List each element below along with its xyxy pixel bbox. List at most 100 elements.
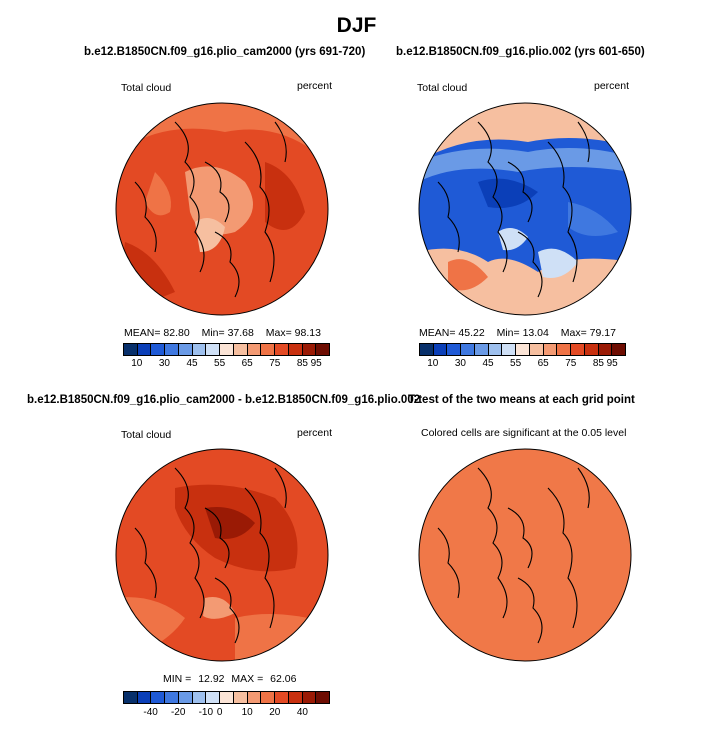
colorbar-tick-label: 30 (454, 358, 466, 369)
colorbar-swatch (612, 344, 626, 355)
colorbar-tick-label: 55 (214, 358, 226, 369)
colorbar-swatch (233, 344, 248, 355)
panel3-heading: b.e12.B1850CN.f09_g16.plio_cam2000 - b.e… (27, 394, 421, 406)
colorbar-swatch (447, 344, 462, 355)
colorbar-tick-label: 85 (592, 358, 604, 369)
colorbar-swatch (206, 344, 221, 355)
panel4-map (418, 448, 632, 662)
colorbar-tick-label: 45 (482, 358, 494, 369)
colorbar-swatch (557, 344, 572, 355)
panel3-map (115, 448, 329, 662)
panel2-stats: MEAN= 45.22 Min= 13.04 Max= 79.17 (419, 327, 616, 339)
colorbar-swatch (598, 344, 613, 355)
colorbar-swatch (420, 344, 434, 355)
colorbar-swatch (571, 344, 585, 355)
colorbar-swatch (165, 344, 179, 355)
colorbar-swatch (178, 344, 193, 355)
panel4-heading: T-test of the two means at each grid poi… (408, 394, 635, 406)
panel3-max-value: 62.06 (270, 673, 297, 685)
colorbar-tick-label: 65 (241, 358, 253, 369)
panel1-units-label: percent (297, 80, 333, 92)
panel2-mean-value: 45.22 (458, 327, 485, 339)
colorbar-swatch (502, 344, 517, 355)
panel2-colorbar-ticks: 10 30 45 55 65 75 85 95 (419, 358, 626, 372)
colorbar-swatch (137, 344, 152, 355)
panel1-variable-label: Total cloud (121, 82, 172, 94)
panel3-colorbar-ticks: -40 -20 -10 0 10 20 40 (123, 707, 330, 721)
panel2-min-value: 13.04 (522, 327, 549, 339)
colorbar-swatch (275, 344, 289, 355)
colorbar-swatch (288, 344, 303, 355)
panel4-subtitle: Colored cells are significant at the 0.0… (421, 427, 627, 439)
colorbar-tick-label: 45 (186, 358, 198, 369)
panel1-min-value: 37.68 (227, 327, 254, 339)
colorbar-tick-label: -20 (170, 707, 186, 718)
colorbar-swatch (165, 692, 179, 703)
colorbar-swatch (137, 692, 152, 703)
colorbar-swatch (261, 344, 276, 355)
panel2-map (418, 102, 632, 316)
colorbar-swatch (220, 344, 234, 355)
panel2-variable-label: Total cloud (417, 82, 468, 94)
colorbar-swatch (247, 692, 262, 703)
panel3-colorbar (123, 691, 330, 704)
colorbar-swatch (178, 692, 193, 703)
colorbar-tick-label: -10 (198, 707, 214, 718)
panel3-min-value: 12.92 (198, 673, 225, 685)
colorbar-tick-label: 0 (216, 707, 223, 718)
colorbar-tick-label: 75 (565, 358, 577, 369)
colorbar-swatch (433, 344, 448, 355)
panel1-colorbar-ticks: 10 30 45 55 65 75 85 95 (123, 358, 330, 372)
panel1-stats: MEAN= 82.80 Min= 37.68 Max= 98.13 (124, 327, 321, 339)
colorbar-tick-label: 30 (158, 358, 170, 369)
colorbar-swatch (302, 692, 317, 703)
colorbar-swatch (247, 344, 262, 355)
colorbar-swatch (461, 344, 475, 355)
colorbar-swatch (206, 692, 221, 703)
colorbar-tick-label: 40 (296, 707, 308, 718)
figure-title: DJF (336, 14, 377, 37)
colorbar-swatch (316, 692, 330, 703)
panel3-variable-label: Total cloud (121, 429, 172, 441)
colorbar-swatch (220, 692, 234, 703)
colorbar-swatch (474, 344, 489, 355)
colorbar-swatch (151, 692, 166, 703)
colorbar-tick-label: 20 (269, 707, 281, 718)
colorbar-tick-label: 10 (131, 358, 143, 369)
colorbar-tick-label: 10 (241, 707, 253, 718)
panel1-colorbar (123, 343, 330, 356)
panel2-max-value: 79.17 (589, 327, 616, 339)
colorbar-swatch (529, 344, 544, 355)
colorbar-swatch (233, 692, 248, 703)
colorbar-swatch (151, 344, 166, 355)
panel1-max-value: 98.13 (294, 327, 321, 339)
colorbar-tick-label: 10 (427, 358, 439, 369)
panel2-min-label: Min= (496, 327, 520, 339)
colorbar-swatch (543, 344, 558, 355)
panel3-min-label: MIN = (163, 673, 192, 685)
colorbar-tick-label: 95 (310, 358, 322, 369)
colorbar-swatch (316, 344, 330, 355)
colorbar-swatch (302, 344, 317, 355)
colorbar-swatch (124, 692, 138, 703)
panel2-units-label: percent (594, 80, 630, 92)
colorbar-swatch (124, 344, 138, 355)
panel1-map (115, 102, 329, 316)
panel1-min-label: Min= (201, 327, 225, 339)
colorbar-tick-label: 65 (537, 358, 549, 369)
colorbar-swatch (261, 692, 276, 703)
colorbar-swatch (516, 344, 530, 355)
colorbar-tick-label: 55 (510, 358, 522, 369)
panel1-max-label: Max= (265, 327, 292, 339)
colorbar-swatch (488, 344, 503, 355)
panel3-max-label: MAX = (231, 673, 264, 685)
colorbar-tick-label: 85 (296, 358, 308, 369)
colorbar-swatch (584, 344, 599, 355)
panel1-heading: b.e12.B1850CN.f09_g16.plio_cam2000 (yrs … (84, 46, 366, 58)
panel3-stats: MIN = 12.92 MAX = 62.06 (163, 673, 296, 685)
colorbar-swatch (288, 692, 303, 703)
colorbar-swatch (192, 344, 207, 355)
panel2-mean-label: MEAN= (419, 327, 456, 339)
panel2-heading: b.e12.B1850CN.f09_g16.plio.002 (yrs 601-… (396, 46, 645, 58)
panel2-max-label: Max= (560, 327, 587, 339)
